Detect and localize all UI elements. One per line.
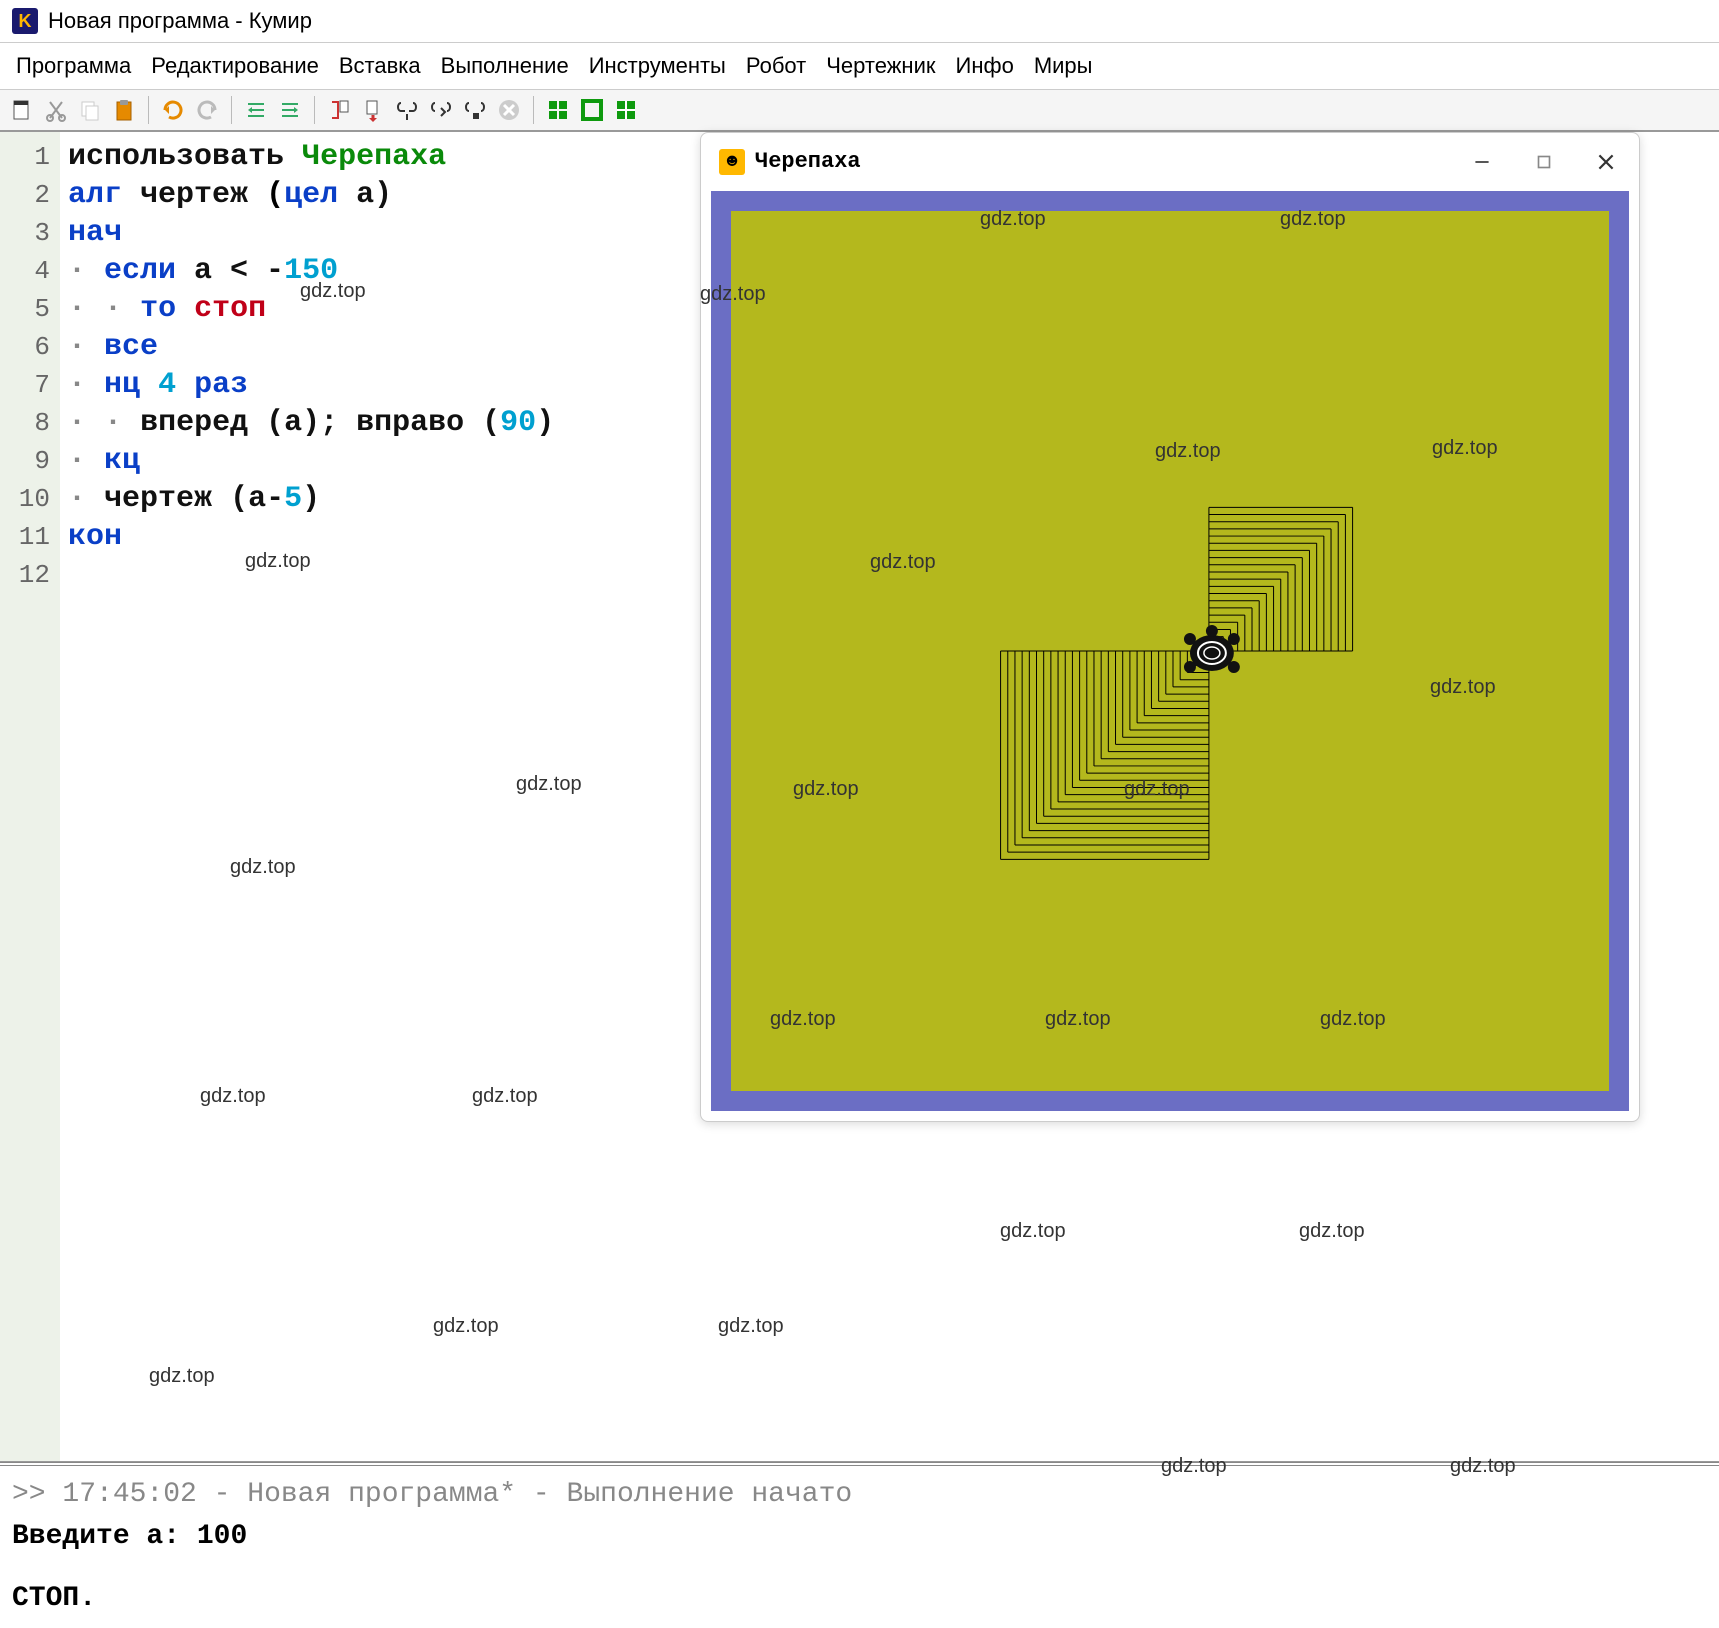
menu-редактирование[interactable]: Редактирование xyxy=(143,49,327,83)
close-icon[interactable] xyxy=(1595,151,1617,173)
turtle-canvas-wrap xyxy=(701,191,1639,1121)
run-to-cursor-icon[interactable] xyxy=(459,94,491,126)
menu-инструменты[interactable]: Инструменты xyxy=(581,49,734,83)
paste-icon[interactable] xyxy=(108,94,140,126)
grid-outline-icon[interactable] xyxy=(576,94,608,126)
turtle-titlebar: ☻ Черепаха xyxy=(701,133,1639,191)
undo-icon[interactable] xyxy=(157,94,189,126)
menu-инфо[interactable]: Инфо xyxy=(948,49,1022,83)
turtle-window: ☻ Черепаха xyxy=(700,132,1640,1122)
indent-left-icon[interactable] xyxy=(240,94,272,126)
code-content[interactable]: использовать Черепахаалг чертеж (цел а)н… xyxy=(60,132,1719,1461)
menu-выполнение[interactable]: Выполнение xyxy=(433,49,577,83)
turtle-app-icon: ☻ xyxy=(719,149,745,175)
toolbar xyxy=(0,89,1719,132)
menubar: ПрограммаРедактированиеВставкаВыполнение… xyxy=(0,43,1719,89)
step-into-icon[interactable] xyxy=(391,94,423,126)
cut-icon[interactable] xyxy=(40,94,72,126)
turtle-canvas-border xyxy=(711,191,1629,1111)
code-editor[interactable]: 123456789101112 использовать Черепахаалг… xyxy=(0,132,1719,1461)
window-controls xyxy=(1471,151,1617,173)
minimize-icon[interactable] xyxy=(1471,151,1493,173)
stop-icon[interactable] xyxy=(493,94,525,126)
console-input-line: Введите a: 100 xyxy=(12,1516,1707,1558)
titlebar: K Новая программа - Кумир xyxy=(0,0,1719,43)
menu-робот[interactable]: Робот xyxy=(738,49,814,83)
line-gutter: 123456789101112 xyxy=(0,132,60,1461)
console: >> 17:45:02 - Новая программа* - Выполне… xyxy=(0,1462,1719,1628)
turtle-title: Черепаха xyxy=(755,143,1461,181)
window-title: Новая программа - Кумир xyxy=(48,8,312,34)
console-status-line: >> 17:45:02 - Новая программа* - Выполне… xyxy=(12,1474,1707,1516)
menu-вставка[interactable]: Вставка xyxy=(331,49,429,83)
main-area: 123456789101112 использовать Черепахаалг… xyxy=(0,132,1719,1462)
turtle-drawing xyxy=(731,211,1609,1091)
step-over-icon[interactable] xyxy=(357,94,389,126)
copy-icon[interactable] xyxy=(74,94,106,126)
app-icon: K xyxy=(12,8,38,34)
grid-2-icon[interactable] xyxy=(610,94,642,126)
indent-right-icon[interactable] xyxy=(274,94,306,126)
grid-4-icon[interactable] xyxy=(542,94,574,126)
run-main-icon[interactable] xyxy=(323,94,355,126)
turtle-canvas xyxy=(731,211,1609,1091)
menu-программа[interactable]: Программа xyxy=(8,49,139,83)
maximize-icon[interactable] xyxy=(1533,151,1555,173)
console-result: СТОП. xyxy=(12,1578,1707,1620)
redo-icon[interactable] xyxy=(191,94,223,126)
step-out-icon[interactable] xyxy=(425,94,457,126)
new-file-icon[interactable] xyxy=(6,94,38,126)
menu-чертежник[interactable]: Чертежник xyxy=(818,49,943,83)
menu-миры[interactable]: Миры xyxy=(1026,49,1101,83)
